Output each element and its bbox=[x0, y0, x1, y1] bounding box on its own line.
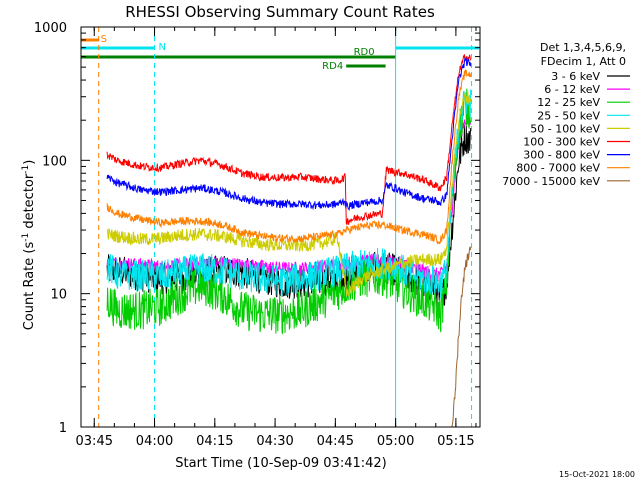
x-tick-label-6: 05:15 bbox=[437, 434, 474, 449]
series-line-5 bbox=[106, 54, 472, 226]
chart-title: RHESSI Observing Summary Count Rates bbox=[125, 3, 435, 21]
y-axis-label: Count Rate (s-1 detector-1) bbox=[21, 160, 37, 331]
y-tick-label-2: 100 bbox=[42, 154, 67, 169]
y-tick-label-0: 1 bbox=[59, 421, 67, 436]
status-flags: S N RD0 RD4 bbox=[81, 34, 479, 72]
legend-label-2: 12 - 25 keV bbox=[537, 96, 600, 109]
x-tick-label-5: 05:00 bbox=[377, 434, 414, 449]
date-stamp: 15-Oct-2021 18:00 bbox=[559, 470, 635, 479]
plot-frame bbox=[80, 26, 481, 428]
x-tick-label-1: 04:00 bbox=[136, 434, 173, 449]
legend-label-5: 100 - 300 keV bbox=[523, 136, 600, 149]
series-line-2 bbox=[106, 88, 472, 335]
y-tick-label-3: 1000 bbox=[34, 21, 67, 36]
flag-label-0: S bbox=[101, 34, 107, 45]
legend-label-4: 50 - 100 keV bbox=[530, 122, 600, 135]
legend-label-6: 300 - 800 keV bbox=[523, 149, 600, 162]
flag-label-1: N bbox=[159, 42, 166, 53]
x-axis-label: Start Time (10-Sep-09 03:41:42) bbox=[175, 456, 386, 471]
series-line-7 bbox=[106, 69, 472, 245]
legend-label-7: 800 - 7000 keV bbox=[516, 162, 600, 175]
legend-header-line-2: FDecim 1, Att 0 bbox=[541, 55, 626, 68]
series-line-6 bbox=[106, 56, 472, 211]
series-group bbox=[106, 54, 472, 428]
flag-label-4: RD4 bbox=[322, 61, 343, 72]
x-tick-label-2: 04:15 bbox=[196, 434, 233, 449]
legend: Det 1,3,4,5,6,9, FDecim 1, Att 0 3 - 6 k… bbox=[502, 41, 630, 188]
series-line-4 bbox=[106, 91, 472, 297]
y-tick-label-1: 10 bbox=[50, 288, 67, 303]
legend-label-3: 25 - 50 keV bbox=[537, 109, 600, 122]
legend-header-line-1: Det 1,3,4,5,6,9, bbox=[540, 41, 626, 54]
legend-label-1: 6 - 12 keV bbox=[544, 83, 600, 96]
flag-label-3: RD0 bbox=[354, 47, 375, 58]
x-tick-label-0: 03:45 bbox=[76, 434, 113, 449]
axes: 1 10 100 1000 03:45 04:00 04:15 04:30 04:45 05:00… bbox=[34, 21, 481, 449]
legend-label-8: 7000 - 15000 keV bbox=[502, 175, 600, 188]
series-line-3 bbox=[106, 89, 472, 299]
series-line-8 bbox=[451, 246, 472, 428]
legend-label-0: 3 - 6 keV bbox=[551, 70, 600, 83]
marker-lines bbox=[98, 27, 473, 427]
x-tick-label-3: 04:30 bbox=[256, 434, 293, 449]
x-tick-label-4: 04:45 bbox=[317, 434, 354, 449]
